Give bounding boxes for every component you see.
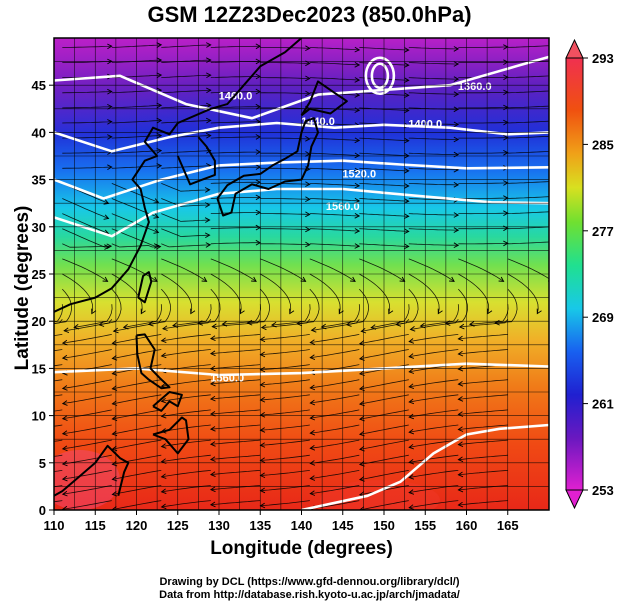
y-axis: 0 5 10 15 20 25 30 35 40 45 [32, 78, 54, 518]
height-contour [364, 56, 396, 96]
x-tick-label: 160 [456, 518, 478, 533]
y-axis-label: Latitude (degrees) [12, 205, 33, 371]
y-tick-label: 20 [32, 314, 46, 329]
colorbar-tick-label: 253 [592, 483, 614, 498]
chart-title: GSM 12Z23Dec2023 (850.0hPa) [147, 2, 472, 27]
coastline-segment [54, 38, 303, 313]
height-contour [370, 62, 390, 90]
credit-drawing: Drawing by DCL (https://www.gfd-dennou.o… [159, 576, 460, 588]
x-tick-label: 125 [167, 518, 189, 533]
coastline-segment [135, 333, 171, 390]
x-tick-label: 155 [414, 518, 436, 533]
x-tick-label: 115 [85, 518, 106, 533]
x-tick-label: 140 [291, 518, 313, 533]
y-tick-label: 45 [32, 78, 46, 93]
colorbar-tick-label: 293 [592, 51, 614, 66]
x-axis-label: Longitude (degrees) [210, 538, 393, 559]
coastline-segment [137, 271, 153, 304]
x-tick-label: 135 [249, 518, 271, 533]
contour-label: 1520.0 [342, 169, 376, 181]
colorbar-lower-arrow [565, 489, 584, 510]
x-tick-label: 150 [373, 518, 395, 533]
coastline-segment [300, 80, 348, 117]
x-tick-label: 145 [332, 518, 354, 533]
y-tick-label: 40 [32, 125, 46, 140]
height-contour [301, 423, 549, 510]
colorbar-tick-label: 285 [592, 137, 614, 152]
colorbar-upper-arrow [565, 38, 584, 59]
contour-label: 1560.0 [210, 373, 244, 385]
colorbar-tick-label: 269 [592, 310, 614, 325]
height-contour [54, 121, 549, 153]
x-axis: 110 115 120 125 130 135 140 145 150 155 160 165 [44, 510, 519, 533]
x-tick-label: 165 [497, 518, 519, 533]
coastline-segment [176, 136, 216, 186]
x-tick-label: 130 [208, 518, 230, 533]
colorbar-tick-label: 261 [592, 397, 614, 412]
y-tick-label: 0 [39, 503, 46, 518]
y-tick-label: 35 [32, 173, 46, 188]
colorbar-scale [565, 57, 584, 491]
colorbar: 253 261 269 277 285 293 [565, 38, 614, 510]
y-tick-label: 30 [32, 220, 46, 235]
x-tick-label: 120 [126, 518, 148, 533]
coastline-segment [152, 416, 190, 455]
contour-label: 1460.0 [219, 90, 253, 102]
colorbar-tick-label: 277 [592, 224, 614, 239]
credit-data: Data from http://database.rish.kyoto-u.a… [159, 589, 460, 601]
height-contour [54, 187, 549, 238]
y-tick-label: 10 [32, 409, 46, 424]
y-tick-label: 25 [32, 267, 46, 282]
y-tick-label: 15 [32, 361, 46, 376]
gridlines [54, 38, 549, 510]
x-tick-label: 110 [44, 518, 65, 533]
y-tick-label: 5 [39, 456, 46, 471]
contour-label: 1360.0 [458, 81, 492, 93]
